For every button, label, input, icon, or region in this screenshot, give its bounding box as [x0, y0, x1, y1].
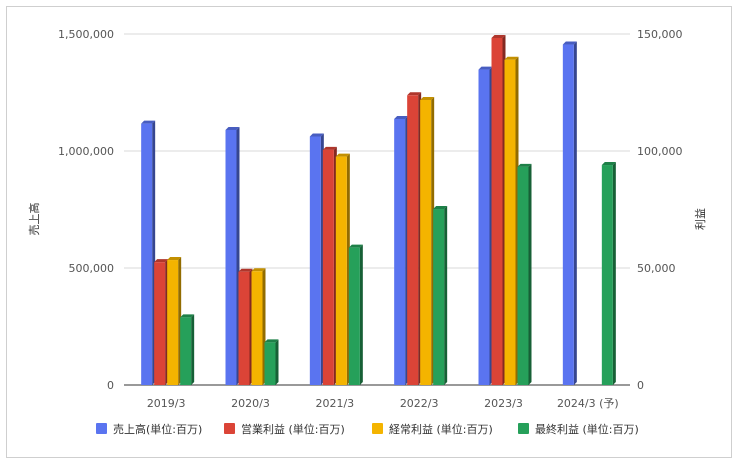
bar	[335, 156, 347, 385]
bar	[601, 165, 613, 385]
bar-top	[238, 268, 253, 272]
left-tick-label: 1,000,000	[58, 145, 114, 158]
x-tick-label: 2021/3	[315, 397, 354, 410]
legend: 売上高(単位:百万) 営業利益 (単位:百万) 経常利益 (単位:百万) 最終利益 (…	[96, 422, 639, 436]
bar	[478, 69, 490, 386]
bar-top	[154, 259, 169, 263]
bar-top	[322, 146, 337, 150]
legend-swatch	[96, 423, 107, 434]
legend-label: 最終利益 (単位:百万)	[535, 422, 639, 436]
x-tick-label: 2024/3 (予)	[557, 397, 619, 410]
bar	[420, 99, 432, 385]
bar	[322, 149, 334, 385]
bar-top	[225, 126, 240, 130]
left-tick-label: 500,000	[69, 262, 115, 275]
legend-swatch	[372, 423, 383, 434]
right-tick-label: 150,000	[637, 28, 683, 41]
bar	[167, 260, 179, 385]
bar-side	[612, 162, 616, 385]
right-tick-label: 0	[637, 379, 644, 392]
bar	[309, 136, 321, 385]
x-tick-label: 2022/3	[400, 397, 439, 410]
x-axis-ticks: 2019/3 2020/3 2021/3 2022/3 2023/3 2024/3 (予)	[147, 397, 619, 410]
bar-top	[601, 162, 616, 166]
bar-top	[407, 92, 422, 96]
bars	[141, 34, 616, 386]
x-tick-label: 2020/3	[231, 397, 270, 410]
bar-top	[504, 56, 519, 60]
bar-side	[444, 206, 448, 385]
bar-side	[528, 163, 532, 385]
bar-top	[491, 34, 506, 38]
bar-top	[141, 120, 156, 124]
right-tick-label: 100,000	[637, 145, 683, 158]
x-tick-label: 2023/3	[484, 397, 523, 410]
legend-label: 営業利益 (単位:百万)	[241, 422, 345, 436]
bar-top	[433, 206, 448, 210]
bar-top	[420, 96, 435, 100]
bar-top	[478, 66, 493, 70]
bar	[348, 247, 360, 385]
right-axis-title: 利益	[693, 208, 707, 230]
left-axis-title: 売上高	[27, 203, 41, 236]
legend-label: 経常利益 (単位:百万)	[389, 422, 493, 436]
x-tick-label: 2019/3	[147, 397, 186, 410]
bar-top	[562, 41, 577, 45]
legend-label: 売上高(単位:百万)	[113, 422, 202, 436]
left-tick-label: 0	[107, 379, 114, 392]
bar	[491, 37, 503, 386]
bar-side	[359, 244, 363, 385]
legend-swatch	[224, 423, 235, 434]
bar	[251, 271, 263, 385]
bar-top	[335, 153, 350, 157]
bar	[407, 95, 419, 386]
bar-side	[191, 314, 195, 385]
bar-side	[275, 339, 279, 385]
bar-top	[309, 133, 324, 137]
left-axis-ticks: 0 500,000 1,000,000 1,500,000	[58, 28, 114, 392]
bar	[238, 271, 250, 385]
bar	[141, 123, 153, 385]
bar	[394, 118, 406, 385]
bar-top	[517, 163, 532, 167]
bar	[433, 209, 445, 385]
bar	[225, 129, 237, 385]
bar-side	[573, 41, 577, 385]
gridlines	[124, 33, 630, 386]
right-tick-label: 50,000	[637, 262, 676, 275]
bar	[517, 166, 529, 385]
bar-top	[394, 115, 409, 119]
bar	[264, 342, 276, 385]
right-axis-ticks: 0 50,000 100,000 150,000	[637, 28, 683, 392]
bar	[562, 44, 574, 385]
bar-top	[167, 257, 182, 261]
bar	[154, 262, 166, 385]
bar-top	[348, 244, 363, 248]
bar	[504, 59, 516, 386]
legend-swatch	[518, 423, 529, 434]
bar-top	[180, 314, 195, 318]
bar-top	[264, 339, 279, 343]
left-tick-label: 1,500,000	[58, 28, 114, 41]
bar-top	[251, 268, 266, 272]
bar	[180, 317, 192, 385]
